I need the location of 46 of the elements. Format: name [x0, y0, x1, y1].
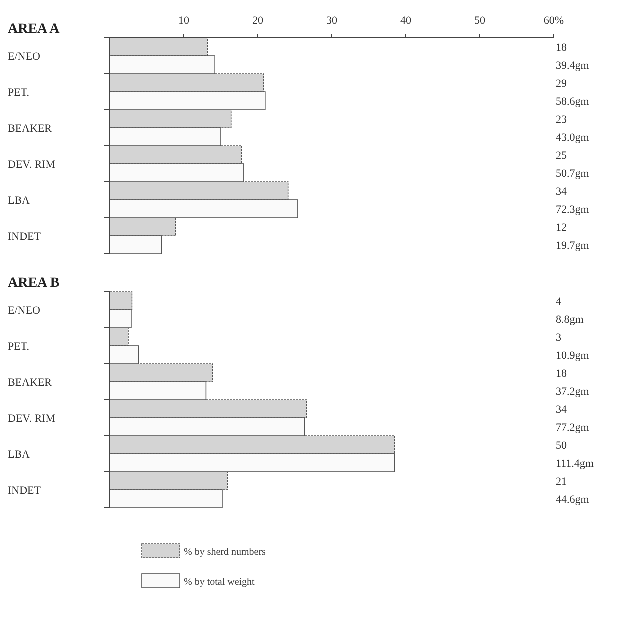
- text: 44.6gm: [556, 494, 590, 506]
- y-tick-label: E/NEO: [8, 51, 40, 63]
- text: 50: [556, 440, 568, 452]
- text: 43.0gm: [556, 132, 590, 144]
- text: 29: [556, 78, 568, 90]
- text: 58.6gm: [556, 96, 590, 108]
- text: 72.3gm: [556, 204, 590, 216]
- y-tick-label: DEV. RIM: [8, 159, 56, 171]
- x-tick-label: 50: [474, 15, 486, 27]
- y-tick-label: LBA: [8, 449, 30, 461]
- text: 18: [556, 42, 568, 54]
- x-tick-label: 20: [252, 15, 264, 27]
- text: 25: [556, 150, 568, 162]
- chart-title: AREA B: [8, 276, 60, 291]
- x-tick-label: 40: [400, 15, 412, 27]
- y-tick-label: PET.: [8, 341, 30, 353]
- text: 50.7gm: [556, 168, 590, 180]
- x-tick-label: 60%: [544, 15, 564, 27]
- text: 12: [556, 222, 567, 234]
- y-tick-label: E/NEO: [8, 305, 40, 317]
- y-tick-label: INDET: [8, 231, 42, 243]
- text: 34: [556, 404, 568, 416]
- text: 111.4gm: [556, 458, 594, 470]
- text: 77.2gm: [556, 422, 590, 434]
- y-tick-label: LBA: [8, 195, 30, 207]
- text: 21: [556, 476, 567, 488]
- legend-label: % by total weight: [184, 577, 256, 588]
- text: 3: [556, 332, 562, 344]
- legend-label: % by sherd numbers: [184, 547, 266, 558]
- text: 39.4gm: [556, 60, 590, 72]
- y-tick-label: INDET: [8, 485, 42, 497]
- text: 37.2gm: [556, 386, 590, 398]
- y-tick-label: DEV. RIM: [8, 413, 56, 425]
- text: 18: [556, 368, 568, 380]
- x-tick-label: 10: [178, 15, 190, 27]
- y-tick-label: BEAKER: [8, 123, 53, 135]
- text: 10.9gm: [556, 350, 590, 362]
- x-tick-label: 30: [326, 15, 338, 27]
- y-tick-label: BEAKER: [8, 377, 53, 389]
- chart-title: AREA A: [8, 22, 61, 37]
- text: 34: [556, 186, 568, 198]
- y-tick-label: PET.: [8, 87, 30, 99]
- text: 4: [556, 296, 562, 308]
- text: 19.7gm: [556, 240, 590, 252]
- text: 23: [556, 114, 568, 126]
- text: 8.8gm: [556, 314, 584, 326]
